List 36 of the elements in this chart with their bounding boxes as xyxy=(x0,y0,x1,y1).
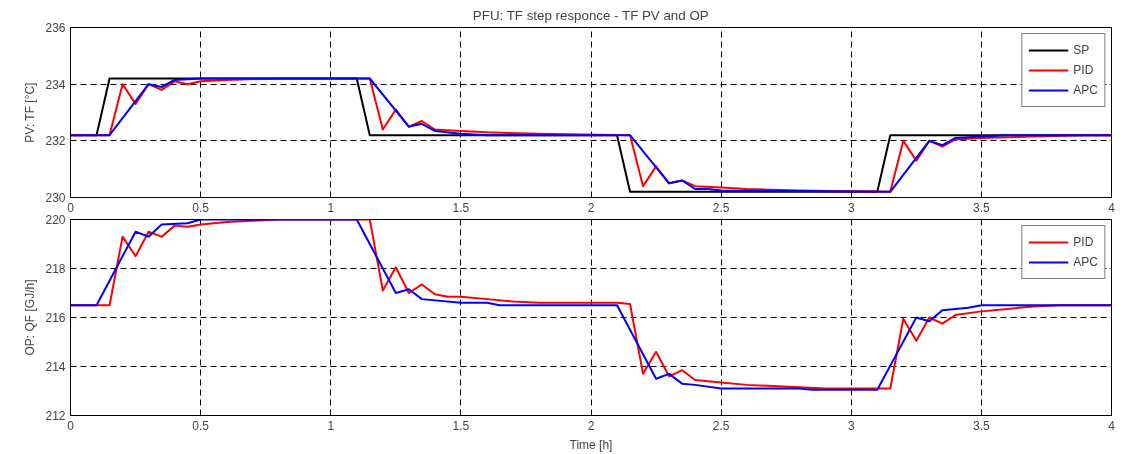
x-tick-label: 1 xyxy=(327,418,335,433)
x-tick-label: 0 xyxy=(67,418,75,433)
y-tick-label: 214 xyxy=(45,360,66,374)
x-tick-label: 2 xyxy=(587,418,595,433)
y-tick-label: 236 xyxy=(45,21,66,35)
legend-label: PID xyxy=(1073,63,1094,77)
x-tick-label: 3.5 xyxy=(973,200,991,215)
x-tick-label: 3 xyxy=(847,418,855,433)
x-tick-label: 2 xyxy=(587,200,595,215)
y-tick-label: 218 xyxy=(45,262,66,276)
legend-label: PID xyxy=(1073,235,1094,249)
y-tick-label: 234 xyxy=(45,77,66,92)
x-tick-label: 3.5 xyxy=(973,418,991,433)
y-axis-title: OP: QF [GJ/h] xyxy=(23,279,38,356)
y-tick-label: 220 xyxy=(45,213,66,227)
y-tick-label: 212 xyxy=(45,409,66,423)
x-tick-label: 1 xyxy=(327,200,335,215)
x-tick-label: 3 xyxy=(847,200,855,215)
x-tick-label: 2.5 xyxy=(712,418,730,433)
y-tick-label: 232 xyxy=(45,134,66,149)
y-tick-label: 230 xyxy=(45,191,66,205)
x-axis-title: Time [h] xyxy=(569,437,613,452)
x-tick-label: 4 xyxy=(1108,418,1116,433)
y-tick-label: 216 xyxy=(45,311,66,325)
legend-label: SP xyxy=(1073,43,1091,57)
y-axis-title: PV: TF [°C] xyxy=(23,82,38,143)
legend-label: APC xyxy=(1073,83,1098,97)
x-tick-label: 0 xyxy=(67,200,75,215)
x-tick-label: 0.5 xyxy=(192,418,210,433)
x-tick-label: 0.5 xyxy=(192,200,210,215)
x-tick-label: 4 xyxy=(1108,200,1116,215)
x-tick-label: 2.5 xyxy=(712,200,730,215)
legend-label: APC xyxy=(1073,255,1098,269)
x-tick-label: 1.5 xyxy=(452,418,470,433)
chart-title: PFU: TF step responce - TF PV and OP xyxy=(472,7,709,23)
x-tick-label: 1.5 xyxy=(452,200,470,215)
